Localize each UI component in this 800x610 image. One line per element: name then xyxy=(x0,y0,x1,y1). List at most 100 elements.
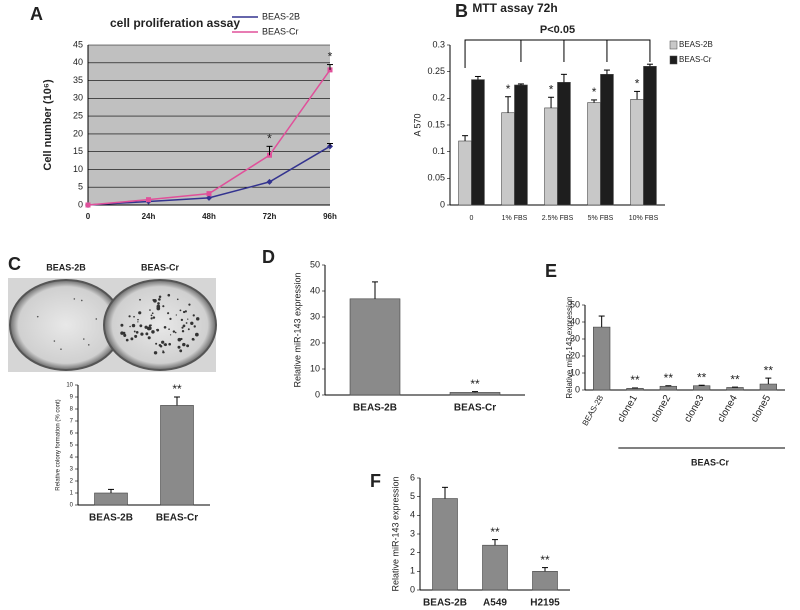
colony xyxy=(184,310,187,313)
colony xyxy=(162,305,165,308)
bar xyxy=(482,544,508,591)
colony xyxy=(182,324,186,328)
legend-label: BEAS-2B xyxy=(679,40,713,49)
bar xyxy=(693,385,711,391)
colony xyxy=(131,323,136,328)
bar xyxy=(759,383,777,391)
y-tick-label: 35 xyxy=(73,75,83,85)
colony xyxy=(174,331,177,334)
x-tick-label: 10% FBS xyxy=(629,215,659,222)
panel-label: B xyxy=(455,1,468,21)
y-tick-label: 40 xyxy=(73,57,83,67)
colony xyxy=(129,325,131,328)
colony xyxy=(135,331,139,334)
chart-title: cell proliferation assay xyxy=(110,16,240,30)
colony xyxy=(182,310,186,314)
annotation: P<0.05 xyxy=(540,24,575,36)
y-tick-label: 20 xyxy=(310,337,320,347)
colony xyxy=(179,309,182,312)
y-tick-label: 40 xyxy=(310,285,320,295)
x-tick-label: 48h xyxy=(202,212,216,221)
bar xyxy=(458,140,472,206)
bar xyxy=(432,498,458,591)
y-tick-label: 5 xyxy=(70,443,74,449)
y-tick-label: 0 xyxy=(410,584,415,594)
chart-title: MTT assay 72h xyxy=(472,1,557,15)
bar xyxy=(449,392,501,396)
colony xyxy=(140,332,144,336)
colony xyxy=(73,298,76,300)
colony xyxy=(150,314,153,317)
colony xyxy=(144,325,148,329)
colony xyxy=(158,298,161,301)
x-tick-label: BEAS-2B xyxy=(89,513,133,524)
y-tick-label: 0 xyxy=(315,389,320,399)
marker xyxy=(206,194,212,201)
y-tick-label: 50 xyxy=(570,299,580,309)
bar xyxy=(557,82,571,206)
y-axis-label: Relative miR-143 expression xyxy=(390,476,400,591)
y-axis-label: A 570 xyxy=(412,113,422,136)
colony xyxy=(156,328,158,331)
y-axis-label: Relative miR-143 expression xyxy=(292,272,302,387)
colony xyxy=(158,295,162,298)
bar xyxy=(643,66,657,206)
colony xyxy=(163,343,167,347)
y-tick-label: 3 xyxy=(410,528,415,538)
y-tick-label: 2 xyxy=(410,547,415,557)
x-tick-label: BEAS-Cr xyxy=(156,513,198,524)
y-tick-label: 8 xyxy=(70,407,74,413)
colony xyxy=(193,325,196,328)
colony xyxy=(87,344,90,346)
x-tick-label: BEAS-2B xyxy=(423,598,467,609)
y-tick-label: 30 xyxy=(73,93,83,103)
panel-label: E xyxy=(545,261,557,281)
x-tick-label: 0 xyxy=(86,212,91,221)
marker xyxy=(146,197,151,203)
colony xyxy=(163,344,165,346)
image-label: BEAS-2B xyxy=(46,262,86,272)
bar xyxy=(626,387,644,391)
significance: ** xyxy=(172,382,182,396)
colony xyxy=(157,302,160,305)
y-tick-label: 7 xyxy=(70,419,74,425)
panel-label: D xyxy=(262,247,275,267)
colony xyxy=(95,318,98,320)
x-tick-label: 72h xyxy=(263,212,277,221)
significance: ** xyxy=(664,371,674,385)
colony xyxy=(36,315,39,318)
colony xyxy=(137,318,139,321)
bar xyxy=(659,385,677,391)
x-tick-label: clone2 xyxy=(649,393,673,424)
y-tick-label: 0 xyxy=(440,199,445,209)
y-tick-label: 1 xyxy=(410,566,415,576)
bar xyxy=(514,84,528,206)
colony xyxy=(169,317,172,321)
colony xyxy=(120,323,124,327)
x-tick-label: 0 xyxy=(470,215,474,222)
panel-label: C xyxy=(8,254,21,274)
colony xyxy=(186,344,190,348)
plot-area xyxy=(88,45,330,205)
colony xyxy=(185,322,188,324)
colony xyxy=(177,345,181,349)
bar xyxy=(587,102,601,206)
bar xyxy=(501,112,515,206)
colony xyxy=(153,351,158,355)
legend-label: BEAS-Cr xyxy=(262,26,299,36)
bar xyxy=(544,107,558,206)
colony xyxy=(167,293,171,297)
y-tick-label: 30 xyxy=(310,311,320,321)
colony xyxy=(175,314,177,316)
y-tick-label: 0 xyxy=(78,199,83,209)
colony xyxy=(148,324,151,327)
x-tick-label: clone4 xyxy=(716,393,740,424)
y-tick-label: 0.25 xyxy=(427,66,445,76)
colony xyxy=(134,334,138,338)
x-tick-label: 5% FBS xyxy=(588,215,614,222)
colony xyxy=(145,332,149,336)
marker xyxy=(85,202,91,208)
colony xyxy=(192,314,195,317)
significance: * xyxy=(328,50,333,64)
